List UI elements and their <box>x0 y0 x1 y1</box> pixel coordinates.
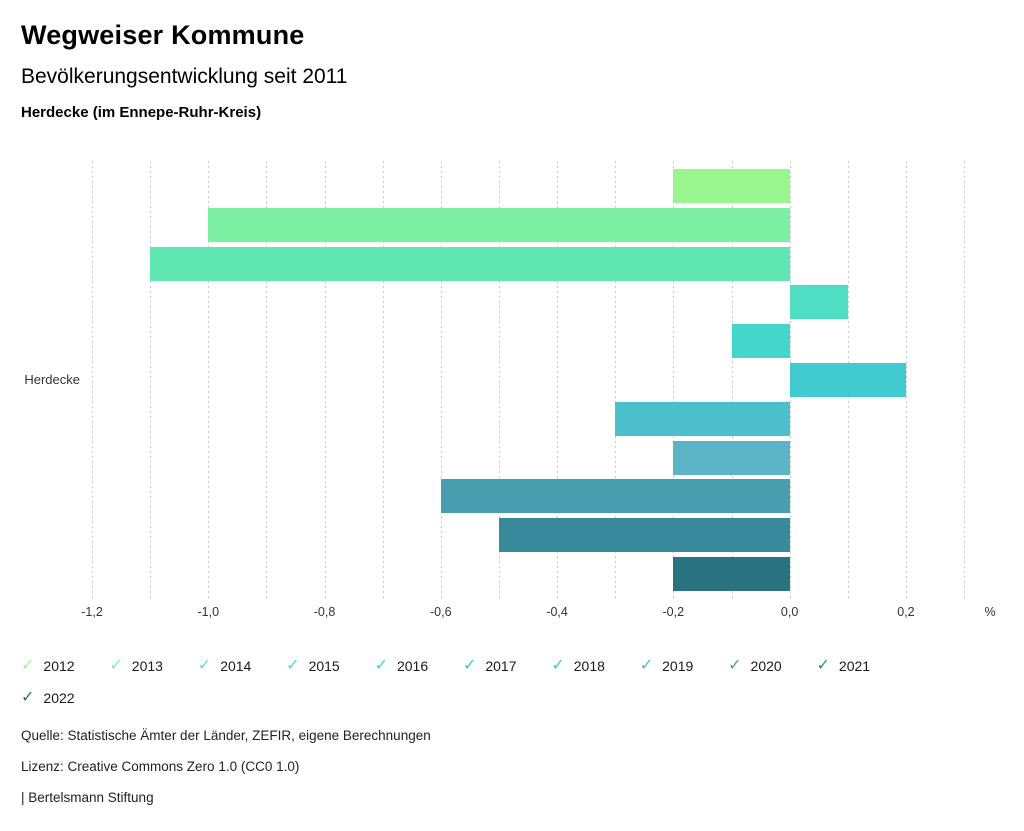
source-note: Quelle: Statistische Ämter der Länder, Z… <box>21 728 431 743</box>
gridline <box>731 161 733 599</box>
x-tick-label: -0,4 <box>546 605 568 619</box>
x-tick-label: -1,2 <box>81 605 103 619</box>
gridline <box>324 161 326 599</box>
check-icon: ✓ <box>197 657 212 674</box>
check-icon: ✓ <box>462 657 477 674</box>
check-icon: ✓ <box>374 657 388 674</box>
bar-2018[interactable] <box>615 402 790 436</box>
legend-year-label: 2020 <box>750 658 782 674</box>
legend-item-2019[interactable]: ✓ 2019 <box>640 655 728 677</box>
bar-2012[interactable] <box>673 169 790 203</box>
legend-year-label: 2022 <box>43 690 75 706</box>
legend-item-2013[interactable]: ✓ 2013 <box>109 655 197 677</box>
legend-year-label: 2012 <box>43 658 75 674</box>
attribution-note: | Bertelsmann Stiftung <box>21 790 154 805</box>
bar-2015[interactable] <box>789 285 848 319</box>
bar-2022[interactable] <box>673 557 790 591</box>
check-icon: ✓ <box>551 657 565 674</box>
legend-item-2015[interactable]: ✓ 2015 <box>286 655 374 677</box>
plot-area <box>92 161 965 599</box>
legend-year-label: 2013 <box>131 658 163 674</box>
x-tick-label: 0,0 <box>780 605 799 619</box>
bar-2021[interactable] <box>498 518 790 552</box>
legend-item-2017[interactable]: ✓ 2017 <box>463 655 551 677</box>
legend-item-2020[interactable]: ✓ 2020 <box>728 655 816 677</box>
gridline <box>266 161 268 599</box>
legend-item-2014[interactable]: ✓ 2014 <box>198 655 286 677</box>
chart-title: Bevölkerungsentwicklung seit 2011 <box>21 65 348 88</box>
page-title: Wegweiser Kommune <box>21 20 305 50</box>
check-icon: ✓ <box>21 657 35 674</box>
legend: ✓ 2012 ✓ 2013 ✓ 2014 ✓ 2015 ✓ 2016 ✓ 2017 ✓ 2018 ✓ 2019… <box>21 655 926 709</box>
gridline <box>905 161 907 599</box>
y-axis-category-label: Herdecke <box>24 372 80 387</box>
check-icon: ✓ <box>639 657 654 674</box>
region-label: Herdecke (im Ennepe-Ruhr-Kreis) <box>21 104 262 121</box>
legend-item-2022[interactable]: ✓ 2022 <box>21 687 109 709</box>
x-axis: -1,2 -1,0 -0,8 -0,6 -0,4 -0,2 0,0 0,2% <box>81 605 995 625</box>
bar-2020[interactable] <box>440 479 790 513</box>
x-tick-label: -0,2 <box>662 605 685 619</box>
legend-item-2021[interactable]: ✓ 2021 <box>817 655 905 677</box>
gridline <box>498 161 500 599</box>
check-icon: ✓ <box>728 657 742 674</box>
check-icon: ✓ <box>21 689 35 706</box>
bar-2019[interactable] <box>673 441 790 475</box>
x-tick-label: 0,2 <box>897 605 915 619</box>
legend-item-2012[interactable]: ✓ 2012 <box>21 655 109 677</box>
gridline <box>964 161 965 599</box>
gridline <box>208 161 210 599</box>
legend-year-label: 2015 <box>308 658 340 674</box>
license-note: Lizenz: Creative Commons Zero 1.0 (CC0 1… <box>21 759 300 774</box>
legend-year-label: 2019 <box>662 658 694 674</box>
gridline <box>557 161 559 599</box>
legend-year-label: 2017 <box>485 658 517 674</box>
gridline <box>673 161 675 599</box>
legend-item-2018[interactable]: ✓ 2018 <box>551 655 639 677</box>
check-icon: ✓ <box>816 657 830 674</box>
x-tick-label: -0,8 <box>313 605 336 619</box>
legend-year-label: 2014 <box>220 658 252 674</box>
check-icon: ✓ <box>109 657 123 674</box>
gridline <box>150 161 152 599</box>
legend-year-label: 2021 <box>838 658 871 674</box>
x-tick-label: -1,0 <box>197 605 220 619</box>
bar-2014[interactable] <box>150 247 790 281</box>
check-icon: ✓ <box>286 657 300 674</box>
gridline <box>382 161 384 599</box>
footer: Quelle: Statistische Ämter der Länder, Z… <box>21 729 431 822</box>
gridline <box>440 161 442 599</box>
legend-year-label: 2018 <box>573 658 605 674</box>
gridline <box>92 161 93 599</box>
legend-item-2016[interactable]: ✓ 2016 <box>375 655 463 677</box>
bar-2013[interactable] <box>208 208 790 242</box>
x-tick-label: -0,6 <box>430 605 452 619</box>
x-axis-unit-label: % <box>984 605 996 619</box>
gridline <box>615 161 617 599</box>
bar-2017[interactable] <box>789 363 906 397</box>
bar-2016[interactable] <box>731 324 790 358</box>
legend-year-label: 2016 <box>396 658 429 674</box>
